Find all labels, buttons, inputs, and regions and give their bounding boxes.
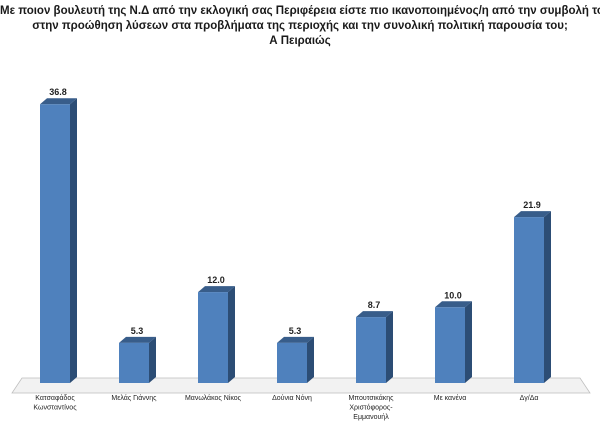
title-line-2: στην προώθηση λύσεων στα προβλήματα της …: [32, 20, 568, 32]
category-label: Δούνια Νόνη: [272, 394, 312, 402]
bar-side: [307, 336, 314, 383]
data-label: 12.0: [207, 275, 225, 285]
bar-top: [356, 311, 393, 318]
bar: [435, 307, 465, 383]
bar-side: [70, 98, 77, 384]
bar-side: [544, 211, 551, 383]
bar: [356, 317, 386, 383]
bar: [514, 217, 544, 383]
category-label: Εμμανουήλ: [353, 414, 389, 421]
bar-top: [119, 336, 156, 343]
bar: [119, 342, 149, 383]
bar-side: [149, 336, 156, 383]
bar: [277, 342, 307, 383]
category-label: Μανωλάκος Νίκος: [185, 394, 242, 402]
data-label: 36.8: [49, 87, 67, 97]
bar-top: [40, 98, 77, 105]
bar-top: [277, 336, 314, 343]
category-label: Μελάς Γιάννης: [111, 394, 157, 402]
data-label: 21.9: [523, 200, 541, 210]
bar-top: [435, 301, 472, 308]
chart-title: Με ποιον βουλευτή της Ν.Δ από την εκλογι…: [0, 4, 600, 49]
bar-top: [514, 211, 551, 218]
data-label: 5.3: [289, 326, 302, 336]
bar: [198, 292, 228, 383]
category-label: Κωνσταντίνος: [33, 404, 77, 412]
category-label: Χριστόφορος-: [349, 404, 393, 412]
category-label: Κατσαφάδος: [35, 394, 75, 402]
category-label: Με κανένα: [434, 394, 467, 402]
bar-side: [465, 301, 472, 383]
title-line-1: Με ποιον βουλευτή της Ν.Δ από την εκλογι…: [0, 5, 600, 17]
title-line-3: Α Πειραιώς: [269, 35, 331, 47]
category-label: Δγ/Δα: [520, 395, 539, 402]
data-label: 5.3: [131, 326, 144, 336]
data-label: 8.7: [368, 300, 381, 310]
category-label: Μπουτσικάκης: [348, 394, 394, 402]
bar-side: [386, 311, 393, 383]
bar: [40, 104, 70, 384]
bar-top: [198, 286, 235, 293]
bar-side: [228, 286, 235, 383]
data-label: 10.0: [444, 290, 462, 300]
